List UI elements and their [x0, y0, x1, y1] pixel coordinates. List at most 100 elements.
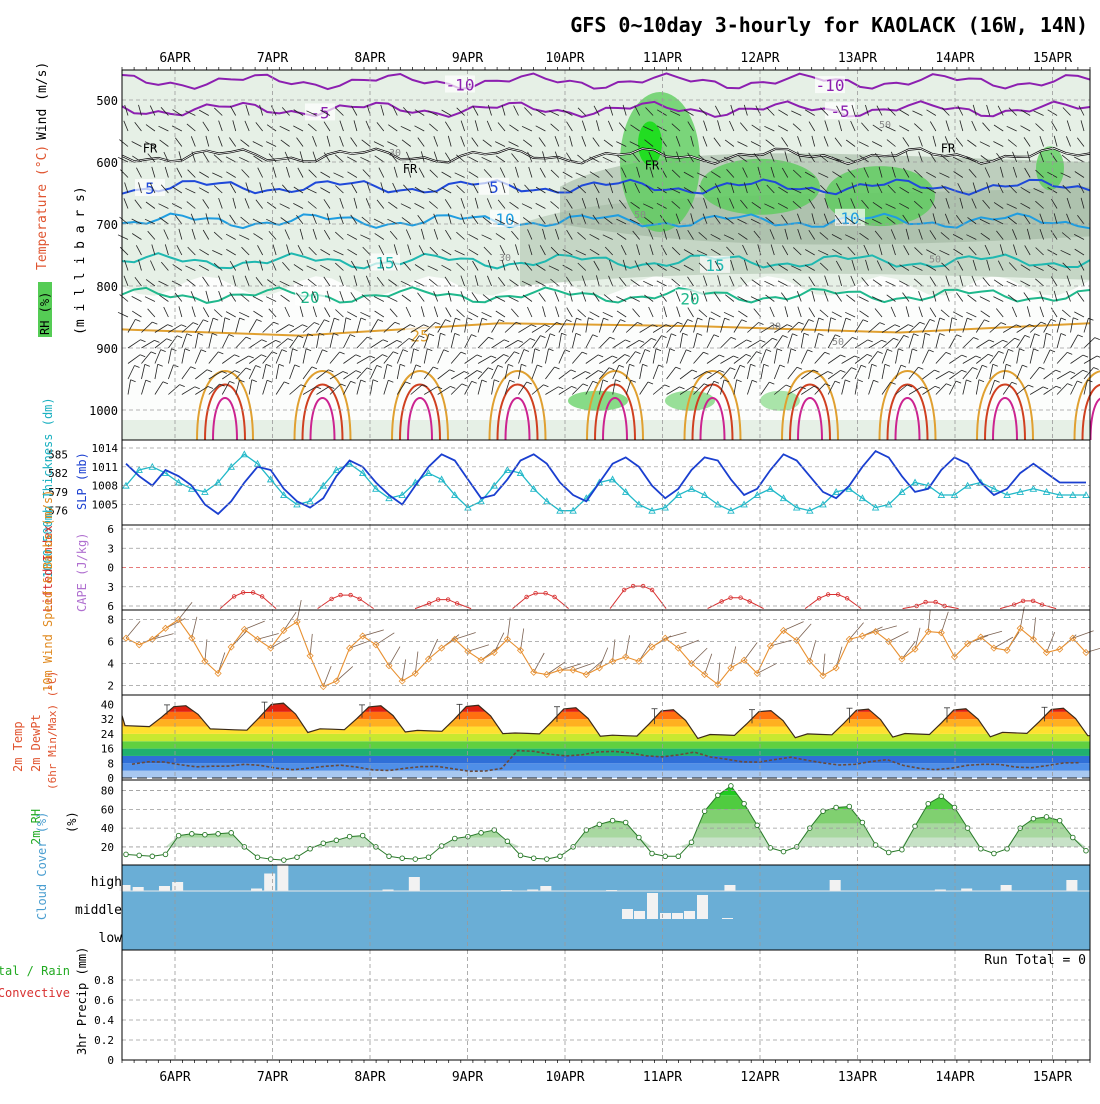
temp-band — [122, 719, 1090, 726]
precip-tick: 0.8 — [94, 974, 114, 987]
day-label-bottom: 6APR — [159, 1070, 190, 1085]
li-line — [903, 602, 959, 609]
rh-bands — [122, 772, 1090, 866]
surface-wind-barb — [389, 647, 400, 666]
precip-axis-label: 3hr Precip (mm) — [75, 947, 89, 1055]
surface-wind-barb — [665, 632, 686, 638]
day-label-bottom: 13APR — [838, 1070, 877, 1085]
dewpoint-axis-label: 2m DewPt — [29, 714, 43, 772]
rh2m-units-label: (%) — [65, 811, 79, 833]
day-label-bottom: 15APR — [1033, 1070, 1072, 1085]
day-label-top: 12APR — [740, 51, 779, 66]
surface-wind-barb — [534, 653, 545, 672]
isotherm-label: 15 — [375, 253, 394, 272]
cloud-middle-bar — [622, 909, 633, 919]
temp-band — [122, 756, 1090, 763]
isotherm-label: 20 — [680, 289, 699, 308]
isotherm-label: 10 — [495, 210, 514, 229]
surface-wind-barb — [784, 622, 804, 631]
surface-wind-barb — [573, 663, 594, 670]
isotherm-label: -10 — [446, 76, 475, 95]
li-line — [1000, 601, 1056, 609]
rh2m-point — [531, 856, 536, 861]
cloud-high-bar — [159, 886, 170, 891]
temp-band — [122, 741, 1090, 748]
surface-wind-barb — [521, 629, 524, 651]
surface-wind-barb — [691, 648, 707, 663]
isotherm-label: 15 — [705, 256, 724, 275]
rh-axis-label: RH (%) — [38, 292, 52, 335]
cloud-middle-bar — [672, 913, 683, 919]
surface-wind-barb — [547, 662, 565, 674]
li-tick: 6 — [107, 600, 114, 613]
cloud-middle-bar — [634, 911, 645, 919]
surface-wind-barb — [428, 639, 437, 659]
surface-wind-barb — [363, 630, 384, 636]
rh2m-point — [453, 836, 458, 841]
rh-contour-label: 50 — [634, 210, 646, 221]
rh2m-point — [163, 852, 168, 857]
day-label-bottom: 14APR — [935, 1070, 974, 1085]
surface-wind-barb — [310, 634, 312, 656]
slp-tick: 1011 — [92, 461, 119, 474]
rh2m-point — [321, 841, 326, 846]
precip-tick: 0.6 — [94, 994, 114, 1007]
pressure-tick: 1000 — [89, 404, 118, 418]
rh2m-tick: 60 — [101, 803, 114, 816]
pressure-tick: 700 — [96, 218, 118, 232]
li-line — [610, 586, 666, 609]
li-line — [415, 600, 471, 609]
rh2m-point — [1057, 818, 1062, 823]
surface-wind-barb — [376, 633, 394, 645]
li-tick: 6 — [107, 523, 114, 536]
rh2m-point — [755, 823, 760, 828]
rh2m-point — [900, 847, 905, 852]
rh2m-tick: 20 — [101, 841, 114, 854]
freezing-label: FR — [143, 142, 158, 156]
rh2m-point — [781, 849, 786, 854]
cloud-high-bar — [724, 885, 735, 891]
surface-wind-barb — [468, 645, 489, 652]
panel4-ylabels: 10m Wind Speed & Barbs (m/s) — [41, 490, 55, 692]
isotherm-label: 5 — [489, 178, 499, 197]
temp-band — [122, 712, 1090, 719]
temp-band — [122, 749, 1090, 756]
day-label-bottom: 10APR — [545, 1070, 584, 1085]
rh-band — [122, 809, 1090, 823]
rh2m-point — [229, 831, 234, 836]
li-line — [708, 598, 764, 609]
cloud-middle-bar — [647, 893, 658, 919]
surface-wind-barb — [770, 640, 791, 646]
rh2m-point — [637, 835, 642, 840]
surface-wind-barb — [744, 643, 757, 661]
surface-wind-barb — [126, 621, 140, 638]
rh2m-point — [466, 834, 471, 839]
rh2m-point — [860, 820, 865, 825]
day-label-bottom: 12APR — [740, 1070, 779, 1085]
surface-wind-barb — [258, 634, 279, 640]
day-label-bottom: 8APR — [354, 1070, 385, 1085]
slp-axis-label: SLP (mb) — [75, 452, 89, 510]
surface-wind-barb — [415, 652, 418, 674]
rh2m-point — [886, 850, 891, 855]
day-label-top: 7APR — [257, 51, 288, 66]
rh2m-point — [558, 854, 563, 859]
rh-contour-label: 30 — [389, 148, 401, 159]
rh2m-point — [505, 839, 510, 844]
surface-wind-barb — [639, 643, 651, 662]
surface-wind-barb — [402, 659, 405, 681]
rh-contour-label: 50 — [832, 337, 844, 348]
rh2m-point — [334, 838, 339, 843]
panel1-ylabels: Temperature (°C) Wind (m/s) RH (%) (m i … — [35, 62, 88, 337]
rh2m-point — [939, 794, 944, 799]
wind-barb-flag — [1094, 368, 1099, 370]
surface-wind-barb — [731, 646, 736, 668]
surface-wind-barb — [507, 618, 510, 640]
rh2m-point — [926, 801, 931, 806]
cape-axis-label: CAPE (J/kg) — [75, 533, 89, 612]
rh2m-point — [689, 840, 694, 845]
rh2m-point — [768, 846, 773, 851]
rh-contour-label: 50 — [879, 120, 891, 131]
rh2m-point — [992, 851, 997, 856]
